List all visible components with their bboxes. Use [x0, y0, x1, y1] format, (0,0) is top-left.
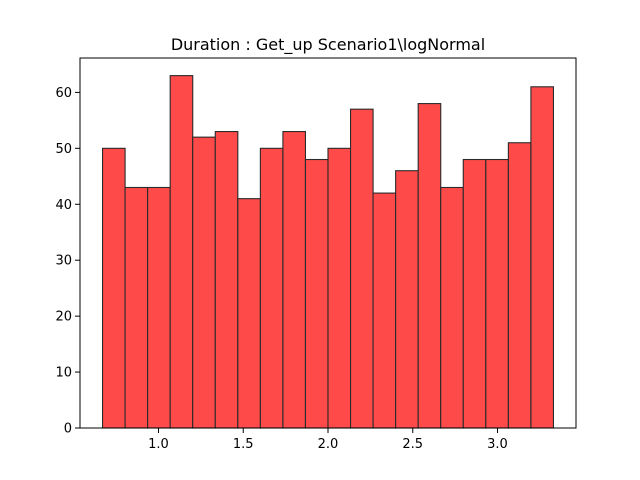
y-tick-label: 60 [55, 86, 72, 101]
x-tick-label: 2.5 [402, 437, 423, 452]
y-tick-label: 10 [55, 366, 72, 381]
histogram-bar [372, 192, 397, 429]
histogram-bar [169, 75, 194, 429]
histogram-bar [282, 131, 307, 429]
y-tick-label: 30 [55, 254, 72, 269]
x-axis: 1.0 1.5 2.0 2.5 3.0 [148, 428, 508, 452]
histogram-bar [214, 131, 239, 429]
x-tick-label: 3.0 [487, 437, 508, 452]
y-tick-label: 40 [55, 198, 72, 213]
chart-title: Duration : Get_up Scenario1\logNormal [171, 35, 485, 55]
y-tick-label: 20 [55, 310, 72, 325]
histogram-bar [192, 136, 216, 429]
histogram-bar [124, 186, 149, 429]
y-tick-label: 0 [64, 422, 72, 437]
y-tick-label: 50 [55, 142, 72, 157]
histogram-bar [395, 170, 419, 429]
histogram-bar [237, 198, 261, 429]
histogram-bar [507, 142, 532, 429]
histogram-bar [440, 186, 464, 429]
histogram-bar [417, 103, 442, 429]
histogram-bar [530, 86, 555, 429]
histogram-bar [259, 147, 284, 429]
histogram-bar [349, 108, 374, 429]
histogram-bar [147, 186, 171, 429]
bars-group [101, 75, 555, 429]
x-tick-label: 1.5 [233, 437, 254, 452]
plot-frame [79, 57, 577, 429]
histogram-bar [485, 158, 509, 429]
histogram-bar [101, 147, 126, 429]
x-tick-label: 2.0 [318, 437, 339, 452]
x-tick-label: 1.0 [148, 437, 169, 452]
histogram-bar [304, 158, 329, 429]
histogram-bar [462, 158, 487, 429]
histogram-bar [327, 147, 352, 429]
y-axis: 0 10 20 30 40 50 60 [55, 86, 80, 437]
